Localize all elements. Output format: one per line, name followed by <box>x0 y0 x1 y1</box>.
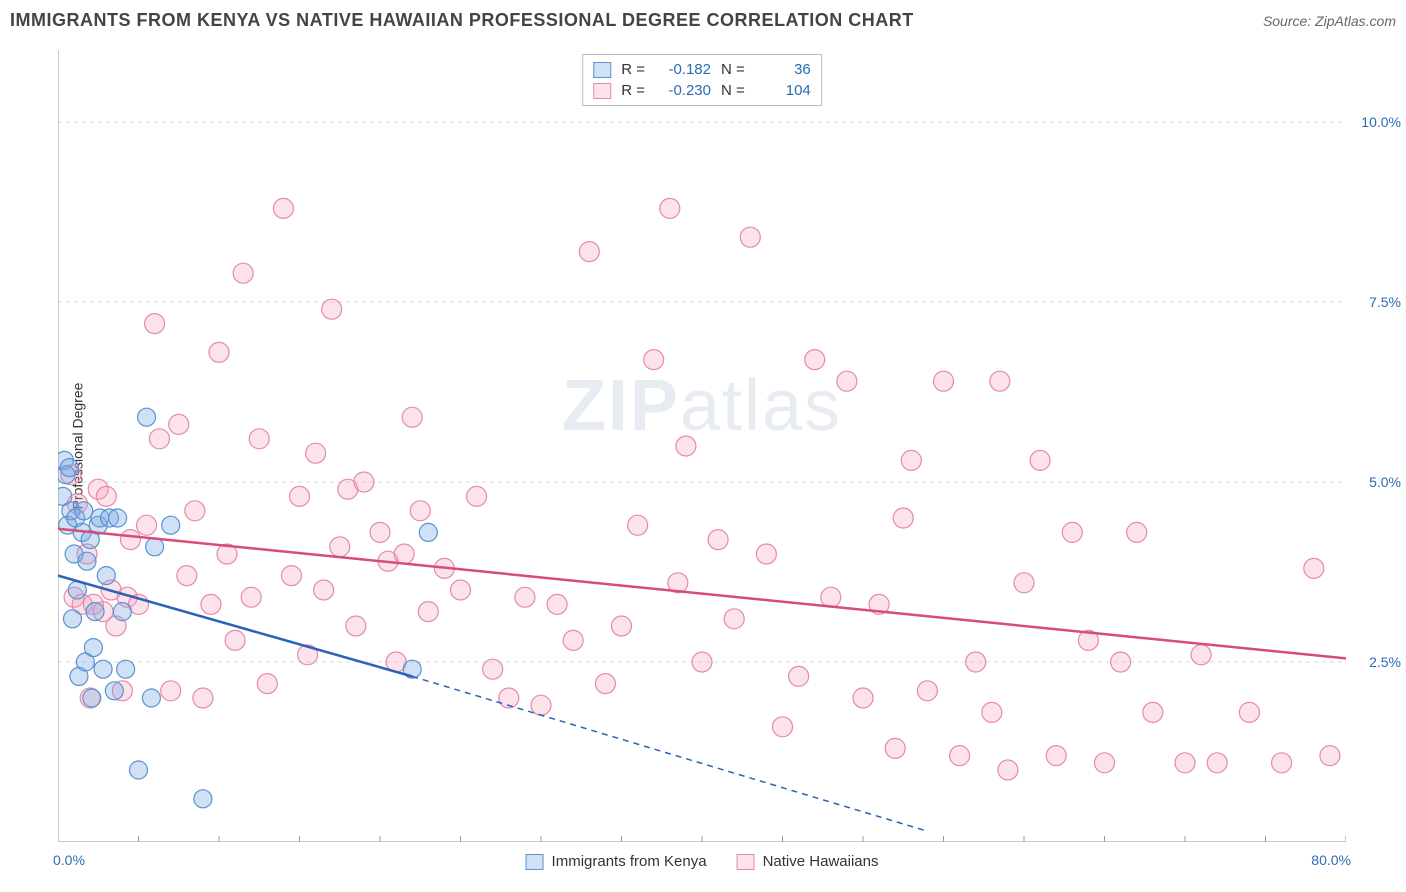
y-tick: 5.0% <box>1369 474 1401 490</box>
s1-n-value: 36 <box>751 61 811 78</box>
stats-row-series1: R = -0.182 N = 36 <box>593 59 811 80</box>
s2-n-value: 104 <box>751 82 811 99</box>
chart-title: IMMIGRANTS FROM KENYA VS NATIVE HAWAIIAN… <box>10 10 914 31</box>
correlation-stats-box: R = -0.182 N = 36 R = -0.230 N = 104 <box>582 54 822 106</box>
s2-r-value: -0.230 <box>651 82 711 99</box>
y-tick: 7.5% <box>1369 294 1401 310</box>
legend-item-series2: Native Hawaiians <box>737 853 879 870</box>
y-tick: 2.5% <box>1369 654 1401 670</box>
s2-n-label: N = <box>721 82 745 99</box>
stats-row-series2: R = -0.230 N = 104 <box>593 80 811 101</box>
swatch-series2 <box>593 83 611 99</box>
y-tick: 10.0% <box>1361 114 1401 130</box>
swatch-series2-b <box>737 854 755 870</box>
swatch-series1-b <box>526 854 544 870</box>
s1-n-label: N = <box>721 61 745 78</box>
x-tick-max: 80.0% <box>1311 852 1351 868</box>
plot-area: ZIPatlas R = -0.182 N = 36 R = -0.230 N … <box>58 50 1346 842</box>
scatter-svg <box>58 50 1346 842</box>
chart-header: IMMIGRANTS FROM KENYA VS NATIVE HAWAIIAN… <box>10 10 1396 31</box>
s2-r-label: R = <box>621 82 645 99</box>
bottom-legend: Immigrants from Kenya Native Hawaiians <box>526 853 879 870</box>
s1-r-value: -0.182 <box>651 61 711 78</box>
legend-item-series1: Immigrants from Kenya <box>526 853 707 870</box>
swatch-series1 <box>593 62 611 78</box>
legend-label-series1: Immigrants from Kenya <box>552 853 707 870</box>
source-label: Source: ZipAtlas.com <box>1263 13 1396 29</box>
legend-label-series2: Native Hawaiians <box>763 853 879 870</box>
s1-r-label: R = <box>621 61 645 78</box>
x-tick-min: 0.0% <box>53 852 85 868</box>
